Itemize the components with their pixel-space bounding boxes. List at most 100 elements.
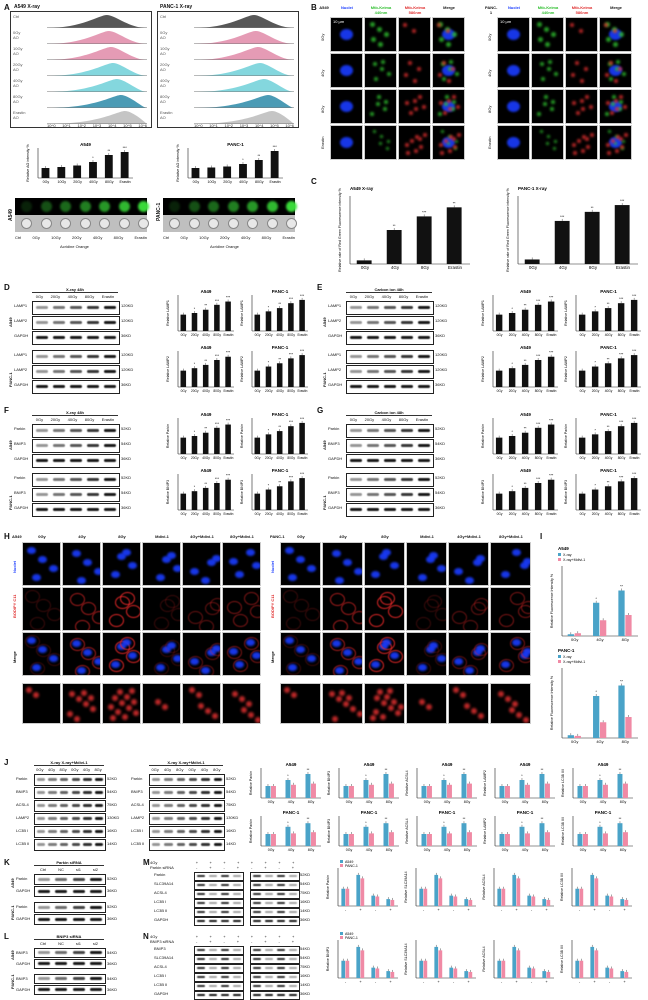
blot-band <box>52 459 65 462</box>
bar <box>202 432 209 454</box>
tick-label: 8Gy <box>308 800 315 804</box>
blot-strip <box>250 982 300 991</box>
sign: - <box>250 865 253 870</box>
blot-band <box>151 843 161 846</box>
blot-band <box>197 958 205 960</box>
blot-band <box>52 429 65 432</box>
lipid-ring <box>171 653 180 666</box>
lipid-dot <box>76 696 82 702</box>
blot-protein-label: Parkin <box>16 776 28 781</box>
lipid-ring <box>369 659 384 672</box>
bar <box>584 211 600 264</box>
microscopy-cell <box>599 17 632 52</box>
bar <box>120 152 129 178</box>
nucleus-blob <box>507 101 520 112</box>
red-signal <box>575 61 579 65</box>
bar <box>191 368 198 387</box>
red-signal <box>573 151 577 155</box>
fluorescent-dot <box>208 201 219 212</box>
bar <box>468 971 473 978</box>
lipid-ring <box>388 605 403 618</box>
flow-peak-path <box>47 79 147 92</box>
lipid-dot <box>74 716 80 722</box>
lipid-dot <box>232 691 238 697</box>
bar <box>291 784 296 798</box>
bar <box>254 314 261 331</box>
bodipy-cell <box>102 632 141 676</box>
tick-label: 8Gy <box>386 848 393 852</box>
legend-swatch <box>558 558 561 561</box>
blot-band <box>289 967 297 969</box>
sig-star: *** <box>560 215 565 219</box>
blot-band <box>233 893 241 895</box>
lipid-ring <box>330 593 345 606</box>
flow-row-label: 20Gy <box>160 62 170 67</box>
bar <box>389 832 394 846</box>
lipid-ring <box>463 620 478 630</box>
red-signal <box>610 111 614 115</box>
chart-title: PANC-1 <box>272 412 289 417</box>
red-signal <box>449 135 453 139</box>
lipid-ring <box>188 611 203 624</box>
si-signs: + + + + + + + + <box>190 860 300 865</box>
y-label: Relative LAMP1 <box>166 300 170 326</box>
lipid-dot <box>395 710 401 716</box>
blot-band <box>349 508 362 511</box>
red-signal <box>439 143 443 147</box>
red-signal <box>620 145 624 149</box>
sig-star: ** <box>607 425 610 429</box>
tick-label: 40Gy <box>605 456 613 460</box>
blot-band <box>233 976 241 978</box>
bar <box>225 424 231 454</box>
nucleus-blob <box>27 547 36 554</box>
blot-band <box>221 976 229 978</box>
lipid-ring <box>244 637 259 650</box>
blot-band <box>201 804 210 807</box>
bar <box>625 615 632 636</box>
lipid-dot <box>329 691 335 697</box>
lipid-ring <box>81 602 96 615</box>
blot-strip <box>32 473 120 487</box>
lipid-ring <box>380 637 395 650</box>
sig-star: * <box>594 428 596 432</box>
kd-label: 14KD <box>226 841 237 846</box>
bar <box>363 780 369 798</box>
chart-title: A549 <box>201 345 212 350</box>
bar <box>546 971 551 978</box>
lipid-ring <box>227 646 242 659</box>
bar <box>356 874 361 906</box>
bar <box>41 168 50 178</box>
lane-label: 20Gy <box>364 294 375 299</box>
blot-lanes: Ctrl NC si1 si2 <box>34 867 104 872</box>
blot-strip <box>34 886 106 897</box>
lipid-ring <box>352 611 362 624</box>
bodipy-header: A549 <box>12 534 22 539</box>
bar <box>519 780 525 798</box>
lipid-dot <box>384 694 390 700</box>
bar <box>578 437 586 454</box>
blot-protein-label: BNIP3 <box>154 946 166 951</box>
blot-band <box>366 508 379 511</box>
tick-label: 40Gy <box>605 389 613 393</box>
blot-band <box>164 830 173 833</box>
dot-blot-fluorescence <box>15 198 149 215</box>
blot-header: X-ray 48h <box>32 287 118 293</box>
flow-row-sublabel: AO <box>13 51 19 56</box>
green-signal <box>455 140 459 144</box>
lipid-ring <box>70 593 85 606</box>
blot-band <box>104 508 117 511</box>
blot-band <box>277 994 285 996</box>
bodipy-cell <box>222 632 261 676</box>
blot-band <box>209 985 217 987</box>
flow-histogram-a549: Ctrl 0Gy AO 10Gy AO 20Gy AO 40Gy AO 80Gy AO Erastin… <box>10 11 152 128</box>
chart-title: A549 <box>201 468 212 473</box>
flow-row-label: 80Gy <box>160 94 170 99</box>
tick-label: + <box>389 979 392 984</box>
tick-label: 80Gy <box>618 389 626 393</box>
bodipy-cell <box>490 587 531 631</box>
kd-label: 36KD <box>435 333 446 338</box>
green-signal <box>377 27 382 32</box>
bar <box>508 313 516 331</box>
